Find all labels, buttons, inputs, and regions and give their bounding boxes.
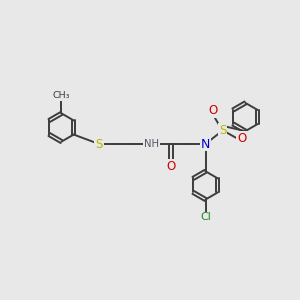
Text: NH: NH bbox=[144, 139, 159, 149]
Text: O: O bbox=[167, 160, 176, 173]
Text: Cl: Cl bbox=[200, 212, 211, 223]
Text: O: O bbox=[208, 104, 217, 117]
Text: O: O bbox=[237, 131, 246, 145]
Text: S: S bbox=[95, 137, 103, 151]
Text: S: S bbox=[219, 124, 226, 137]
Text: CH₃: CH₃ bbox=[53, 91, 70, 100]
Text: N: N bbox=[201, 137, 210, 151]
